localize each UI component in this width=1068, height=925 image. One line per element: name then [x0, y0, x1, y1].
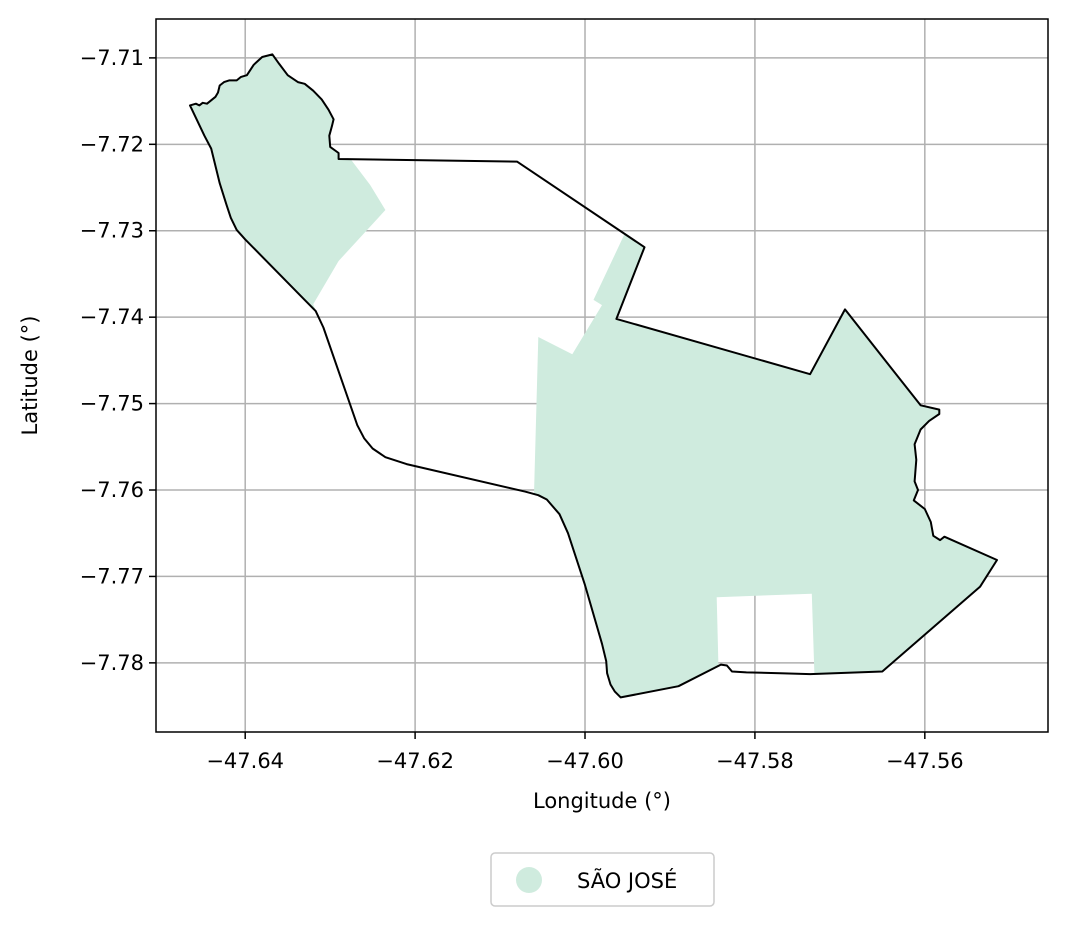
legend-marker-sao-jose — [516, 867, 542, 893]
x-tick-label: −47.58 — [716, 749, 794, 773]
x-tick-label: −47.62 — [376, 749, 454, 773]
y-axis-label: Latitude (°) — [18, 316, 42, 436]
y-tick-label: −7.76 — [80, 478, 144, 502]
region-boundary-outline — [189, 53, 998, 699]
y-tick-label: −7.78 — [80, 651, 144, 675]
y-axis-ticks: −7.71 −7.72 −7.73 −7.74 −7.75 −7.76 −7.77 −7.78 — [80, 46, 156, 675]
y-tick-label: −7.75 — [80, 392, 144, 416]
y-tick-label: −7.73 — [80, 219, 144, 243]
legend: SÃO JOSÉ — [490, 852, 715, 907]
x-axis-label: Longitude (°) — [533, 789, 671, 813]
x-tick-label: −47.60 — [546, 749, 624, 773]
x-tick-label: −47.56 — [886, 749, 964, 773]
x-axis-ticks: −47.64 −47.62 −47.60 −47.58 −47.56 — [206, 732, 964, 773]
y-tick-label: −7.72 — [80, 132, 144, 156]
legend-label-sao-jose: SÃO JOSÉ — [577, 867, 677, 893]
legend-box — [490, 852, 715, 907]
x-tick-label: −47.64 — [206, 749, 284, 773]
region-sao-jose-fill[interactable] — [190, 54, 997, 698]
y-tick-label: −7.77 — [80, 564, 144, 588]
y-tick-label: −7.74 — [80, 305, 144, 329]
y-tick-label: −7.71 — [80, 46, 144, 70]
axes-frame — [155, 18, 1049, 733]
